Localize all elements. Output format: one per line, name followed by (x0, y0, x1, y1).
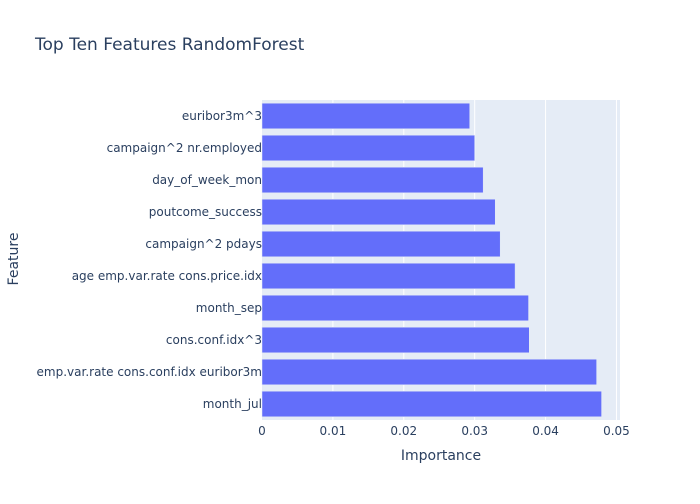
y-tick-label: month_jul (203, 397, 262, 411)
y-tick-label: month_sep (196, 301, 262, 315)
bar (261, 262, 516, 290)
x-tick-label: 0.02 (390, 424, 417, 438)
bar (261, 134, 475, 162)
bar (261, 166, 484, 194)
x-tick-label: 0.05 (603, 424, 630, 438)
x-tick-label: 0.03 (461, 424, 488, 438)
bar (261, 230, 501, 258)
bar (261, 326, 530, 354)
y-tick-label: campaign^2 nr.employed (107, 141, 262, 155)
x-tick-label: 0 (258, 424, 266, 438)
y-tick-label: poutcome_success (149, 205, 262, 219)
y-tick-label: euribor3m^3 (182, 109, 262, 123)
bars (261, 102, 602, 418)
chart-title: Top Ten Features RandomForest (34, 35, 305, 55)
y-tick-label: age emp.var.rate cons.price.idx (72, 269, 262, 283)
y-tick-label: cons.conf.idx^3 (166, 333, 262, 347)
bar (261, 294, 529, 322)
x-tick-label: 0.04 (532, 424, 559, 438)
y-tick-label: campaign^2 pdays (145, 237, 262, 251)
bar (261, 390, 602, 418)
bar (261, 198, 496, 226)
y-axis-title: Feature (6, 233, 22, 286)
bar (261, 102, 470, 130)
bar (261, 358, 597, 386)
x-tick-labels: 0 0.01 0.02 0.03 0.04 0.05 (258, 424, 630, 438)
y-tick-label: day_of_week_mon (152, 173, 262, 187)
x-axis-title: Importance (401, 448, 481, 464)
y-tick-labels: euribor3m^3 campaign^2 nr.employed day_of_… (37, 109, 262, 411)
x-tick-label: 0.01 (320, 424, 347, 438)
y-tick-label: emp.var.rate cons.conf.idx euribor3m (37, 365, 262, 379)
